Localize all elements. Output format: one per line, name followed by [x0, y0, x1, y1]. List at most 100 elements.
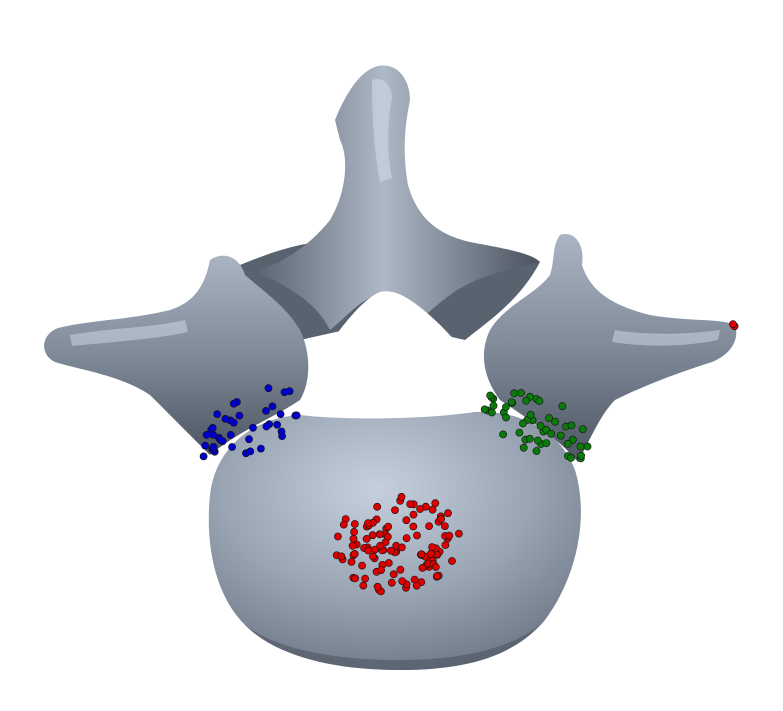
- marker-point: [264, 384, 273, 393]
- marker-point: [358, 561, 366, 570]
- marker-point: [398, 577, 407, 585]
- marker-point: [519, 419, 527, 428]
- marker-point: [532, 447, 541, 455]
- marker-point: [454, 529, 463, 538]
- marker-point: [364, 519, 372, 528]
- marker-point: [433, 572, 441, 580]
- marker-point: [228, 443, 236, 451]
- marker-point: [362, 535, 371, 543]
- vertebral-canal: [304, 291, 491, 420]
- marker-point: [444, 509, 452, 518]
- marker-point: [202, 430, 211, 439]
- marker-point: [487, 408, 496, 417]
- marker-point: [201, 441, 210, 450]
- vertebral-body: [208, 411, 581, 670]
- marker-point: [391, 506, 399, 514]
- marker-point: [547, 429, 555, 438]
- marker-point: [445, 531, 454, 540]
- marker-point: [273, 420, 281, 429]
- marker-point: [428, 543, 436, 551]
- marker-point: [383, 532, 392, 541]
- vertebral-body-cluster: [332, 492, 463, 596]
- marker-point: [213, 410, 222, 418]
- marker-point: [256, 444, 265, 453]
- marker-point: [368, 531, 377, 540]
- bone-mesh: [44, 65, 737, 670]
- marker-point: [387, 546, 395, 555]
- marker-point: [397, 492, 406, 501]
- marker-point: [235, 411, 244, 420]
- marker-point: [418, 564, 427, 572]
- marker-point: [268, 402, 277, 411]
- marker-point: [515, 428, 524, 437]
- marker-point: [333, 532, 342, 541]
- marker-point: [376, 541, 385, 550]
- marker-point: [359, 581, 368, 590]
- marker-point: [249, 423, 257, 432]
- marker-point: [577, 451, 585, 460]
- marker-point: [519, 443, 528, 452]
- marker-point: [396, 565, 405, 574]
- marker-point: [542, 439, 551, 447]
- left-process-highlight: [70, 320, 188, 346]
- marker-point: [373, 582, 382, 591]
- marker-point: [576, 442, 585, 451]
- marker-point: [502, 413, 510, 422]
- marker-point: [412, 581, 421, 590]
- transverse-tip-marker: [729, 320, 739, 331]
- marker-point: [409, 510, 418, 519]
- marker-point: [387, 578, 396, 587]
- marker-point: [486, 391, 495, 400]
- marker-point: [583, 442, 592, 451]
- marker-point: [501, 403, 510, 411]
- marker-point: [563, 439, 572, 448]
- marker-point: [417, 550, 426, 559]
- marker-point: [441, 541, 450, 549]
- marker-point: [558, 402, 567, 411]
- marker-point: [437, 515, 446, 523]
- marker-point: [229, 399, 238, 408]
- spine-highlight: [372, 78, 392, 182]
- marker-point: [729, 320, 737, 329]
- marker-point: [369, 552, 377, 561]
- marker-point: [262, 422, 271, 431]
- marker-point: [397, 543, 406, 552]
- marker-point: [276, 410, 285, 418]
- marker-point: [567, 421, 576, 430]
- marker-point: [221, 414, 230, 423]
- marker-point: [535, 397, 544, 405]
- marker-point: [347, 558, 356, 566]
- marker-point: [425, 522, 433, 530]
- marker-point: [499, 430, 507, 439]
- marker-point: [409, 522, 418, 531]
- marker-point: [510, 389, 519, 398]
- marker-point: [578, 425, 587, 434]
- marker-point: [522, 396, 530, 405]
- marker-point: [525, 434, 534, 443]
- marker-point: [351, 574, 359, 583]
- marker-point: [402, 534, 411, 543]
- marker-point: [545, 414, 553, 422]
- marker-point: [517, 389, 525, 397]
- marker-point: [292, 411, 301, 420]
- marker-point: [199, 452, 208, 461]
- marker-point: [489, 401, 498, 410]
- marker-point: [384, 522, 393, 531]
- marker-point: [246, 447, 255, 456]
- left-pedicle-cluster: [199, 384, 301, 461]
- marker-point: [536, 422, 545, 430]
- marker-point: [216, 435, 225, 444]
- marker-point: [350, 550, 359, 558]
- marker-point: [556, 431, 565, 440]
- right-transverse-process: [483, 234, 737, 462]
- marker-point: [406, 500, 415, 508]
- marker-point: [448, 557, 456, 565]
- point-clusters: [199, 320, 739, 596]
- marker-point: [280, 388, 289, 397]
- right-pedicle-cluster: [480, 389, 592, 463]
- marker-point: [208, 423, 217, 432]
- body-rim-shadow: [245, 620, 545, 670]
- marker-point: [416, 505, 424, 513]
- marker-point: [361, 574, 369, 583]
